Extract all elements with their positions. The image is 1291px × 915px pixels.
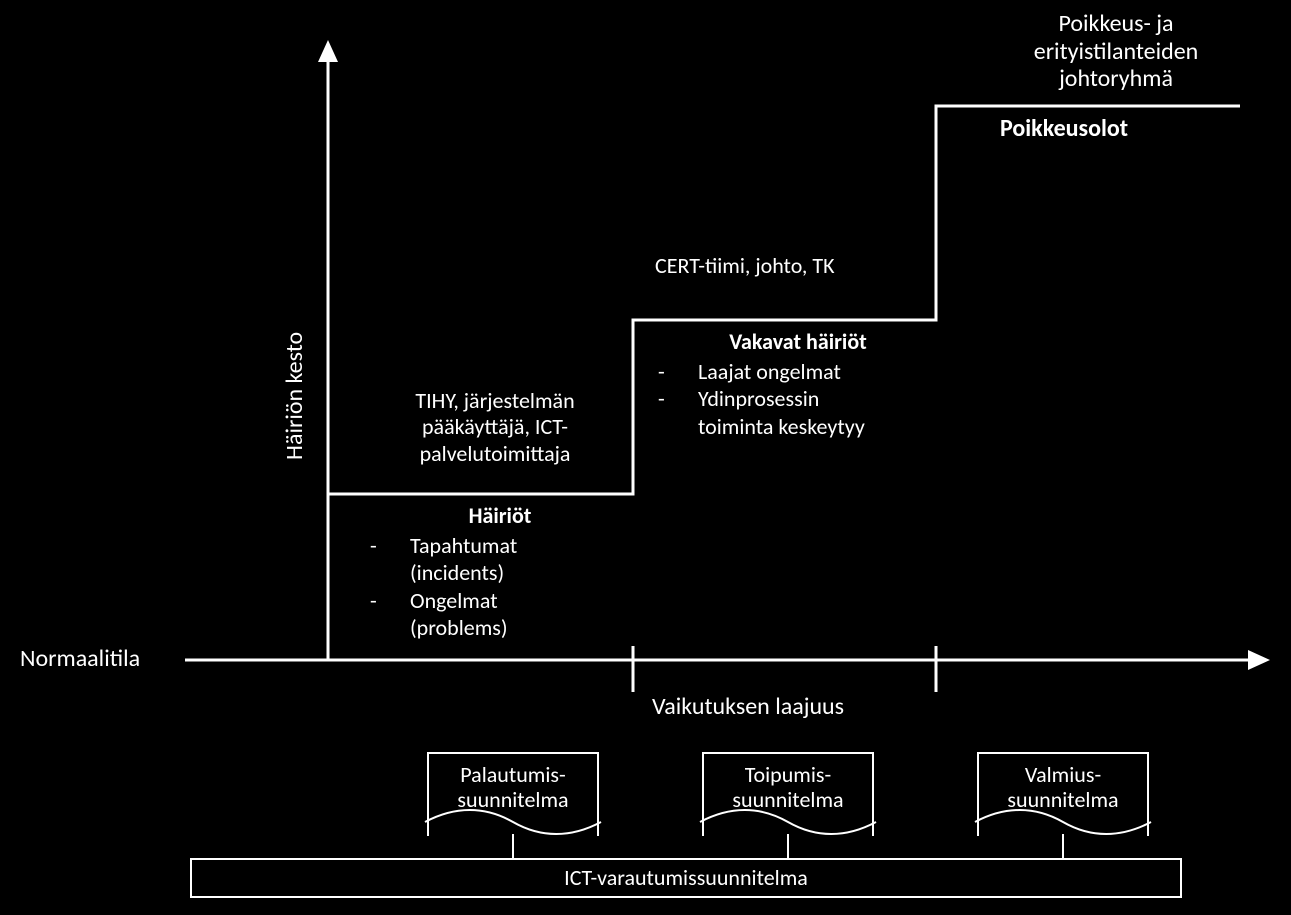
top-right-line-1: Poikkeus- ja <box>986 10 1246 38</box>
plan-2-line-2: suunnitelma <box>704 787 872 812</box>
step1-bullet-1b: (incidents) <box>410 559 504 586</box>
plan-2-line-1: Toipumis- <box>704 762 872 787</box>
y-axis-label: Häiriön kesto <box>280 332 309 460</box>
step2-bullet-1: - Laajat ongelmat <box>648 358 948 386</box>
top-right-line-3: johtoryhmä <box>986 65 1246 93</box>
step3-title: Poikkeusolot <box>1000 114 1128 143</box>
plan-box-1: Palautumis- suunnitelma <box>427 752 599 822</box>
plan-3-line-1: Valmius- <box>979 762 1147 787</box>
step2-bullet-2a: Ydinprosessin <box>698 385 819 412</box>
bullet-dash-icon: - <box>648 358 698 386</box>
bullet-dash-icon: - <box>648 385 698 440</box>
connector-3 <box>1062 834 1064 858</box>
step1-bullet-2a: Ongelmat <box>410 587 498 614</box>
step2-responders: CERT-tiimi, johto, TK <box>655 252 835 279</box>
connector-1 <box>512 834 514 858</box>
step1-bullet-1: - Tapahtumat (incidents) <box>360 532 640 587</box>
plan-box-3: Valmius- suunnitelma <box>977 752 1149 822</box>
step1-responders: TIHY, järjestelmän pääkäyttäjä, ICT- pal… <box>370 388 620 467</box>
bullet-dash-icon: - <box>360 587 410 642</box>
x-axis-label: Vaikutuksen laajuus <box>652 692 844 721</box>
step2-title: Vakavat häiriöt <box>648 328 948 356</box>
step2-bullet-1-text: Laajat ongelmat <box>698 358 841 386</box>
plan-3-line-2: suunnitelma <box>979 787 1147 812</box>
top-right-label: Poikkeus- ja erityistilanteiden johtoryh… <box>986 10 1246 93</box>
plan-box-2: Toipumis- suunnitelma <box>702 752 874 822</box>
ict-plan-box: ICT-varautumissuunnitelma <box>190 858 1182 898</box>
step1-bullet-2b: (problems) <box>410 614 508 641</box>
step2-bullet-2: - Ydinprosessin toiminta keskeytyy <box>648 385 948 440</box>
x-axis-arrow <box>1248 650 1270 670</box>
step1-bullet-2: - Ongelmat (problems) <box>360 587 640 642</box>
bullet-dash-icon: - <box>360 532 410 587</box>
top-right-line-2: erityistilanteiden <box>986 38 1246 66</box>
step1-title: Häiriöt <box>360 502 640 530</box>
step2-block: Vakavat häiriöt - Laajat ongelmat - Ydin… <box>648 328 948 440</box>
plan-1-line-1: Palautumis- <box>429 762 597 787</box>
plan-1-line-2: suunnitelma <box>429 787 597 812</box>
connector-2 <box>787 834 789 858</box>
y-axis-arrow <box>318 40 338 62</box>
step2-bullet-2b: toiminta keskeytyy <box>698 413 865 440</box>
step1-bullet-1a: Tapahtumat <box>410 532 517 559</box>
step1-block: Häiriöt - Tapahtumat (incidents) - Ongel… <box>360 502 640 642</box>
origin-label: Normaalitila <box>20 644 140 673</box>
